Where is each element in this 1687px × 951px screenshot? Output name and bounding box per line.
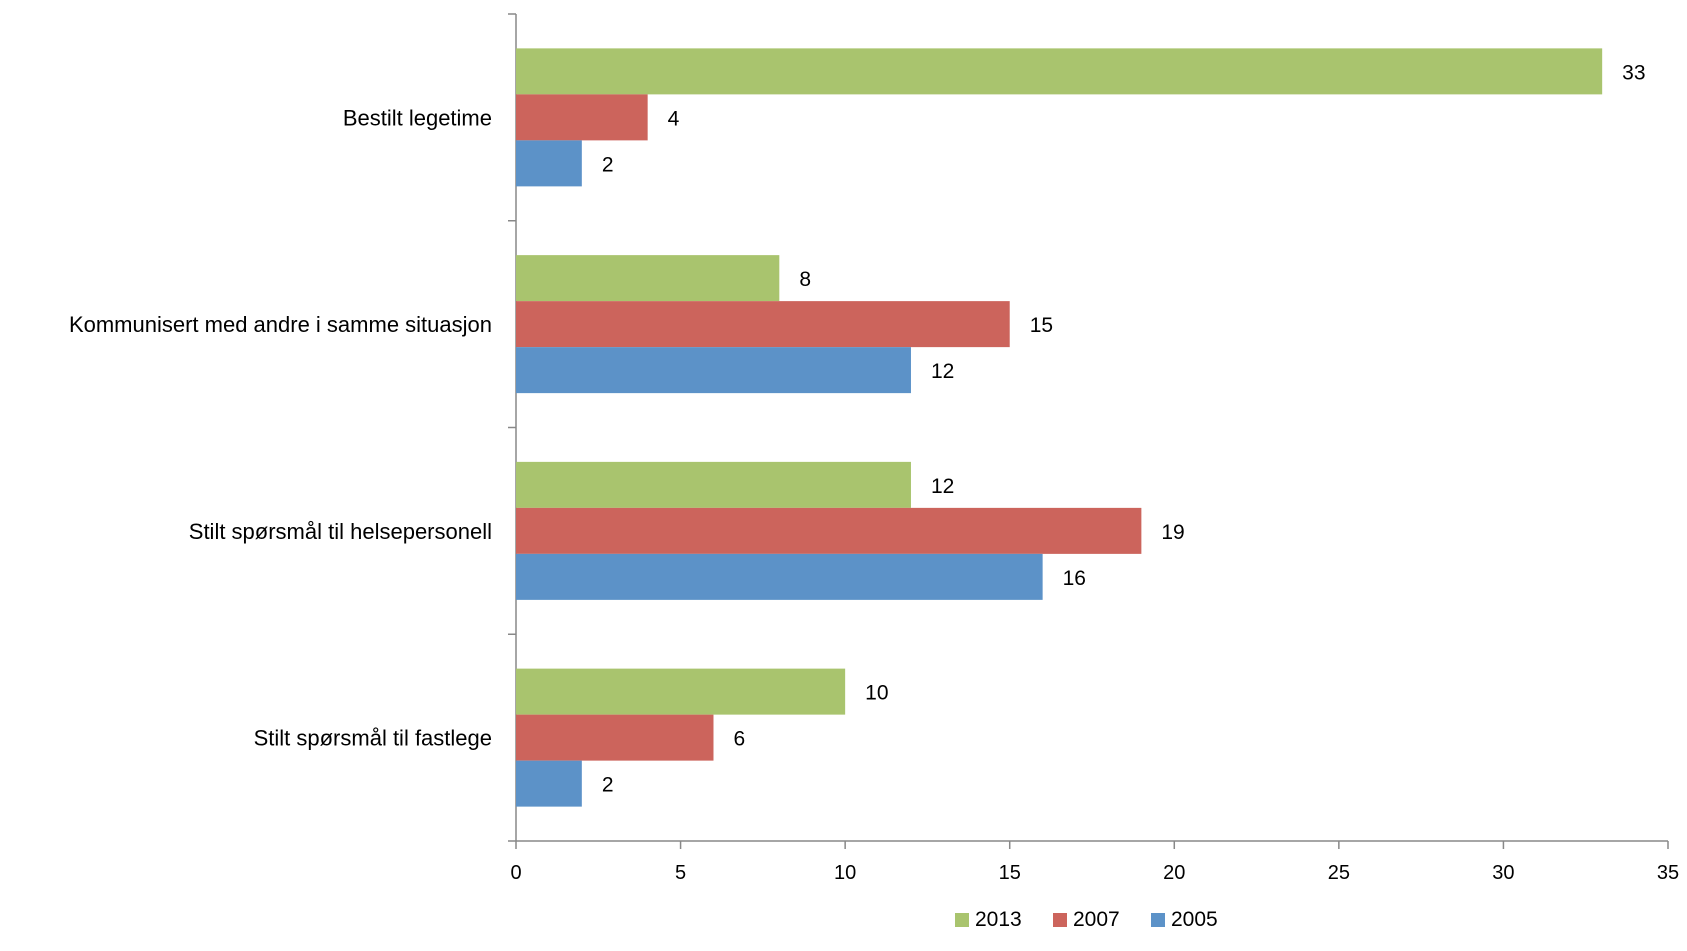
category-labels: Bestilt legetime Kommunisert med andre i …	[69, 105, 492, 750]
x-tick-label-25: 25	[1328, 862, 1350, 884]
bar-bestilt-legetime-2007	[516, 94, 648, 141]
legend-swatch-2007	[1053, 913, 1067, 927]
data-label-bestilt-legetime-2005: 2	[602, 153, 614, 176]
x-tick-label-0: 0	[510, 862, 521, 884]
x-tick-label-15: 15	[999, 862, 1021, 884]
data-label-kommunisert-med-andre-i-samme-situasjon-2005: 12	[931, 360, 954, 383]
category-label-bestilt-legetime: Bestilt legetime	[343, 105, 492, 130]
legend: 2013 2007 2005	[955, 908, 1218, 931]
x-tick-label-30: 30	[1492, 862, 1514, 884]
category-label-stilt-sp-rsma-l-til-helsepersonell: Stilt spørsmål til helsepersonell	[189, 519, 492, 544]
data-label-stilt-sp-rsma-l-til-helsepersonell-2007: 19	[1161, 521, 1184, 544]
bar-stilt-sp-rsma-l-til-fastlege-2005	[516, 760, 582, 807]
data-label-kommunisert-med-andre-i-samme-situasjon-2007: 15	[1030, 314, 1053, 337]
legend-label-2005: 2005	[1171, 908, 1218, 931]
bar-stilt-sp-rsma-l-til-fastlege-2013	[516, 668, 846, 715]
data-label-stilt-sp-rsma-l-til-fastlege-2005: 2	[602, 774, 614, 797]
data-label-bestilt-legetime-2013: 33	[1622, 61, 1645, 84]
bar-kommunisert-med-andre-i-samme-situasjon-2013	[516, 255, 780, 302]
category-label-stilt-sp-rsma-l-til-fastlege: Stilt spørsmål til fastlege	[254, 726, 492, 751]
x-tick-labels: 0 5 10 15 20 25 30 35	[510, 862, 1679, 884]
data-label-stilt-sp-rsma-l-til-helsepersonell-2013: 12	[931, 475, 954, 498]
data-label-bestilt-legetime-2007: 4	[668, 107, 680, 130]
legend-swatch-2013	[955, 913, 969, 927]
data-label-stilt-sp-rsma-l-til-fastlege-2007: 6	[733, 728, 745, 751]
bar-bestilt-legetime-2013	[516, 48, 1603, 95]
data-label-kommunisert-med-andre-i-samme-situasjon-2013: 8	[799, 268, 811, 291]
bar-stilt-sp-rsma-l-til-helsepersonell-2013	[516, 461, 911, 508]
bar-stilt-sp-rsma-l-til-helsepersonell-2007	[516, 507, 1142, 554]
data-labels: 33 4 2 8 15 12 12 19 16 10 6 2	[602, 61, 1646, 796]
data-label-stilt-sp-rsma-l-til-fastlege-2013: 10	[865, 682, 888, 705]
x-tick-label-5: 5	[675, 862, 686, 884]
bar-stilt-sp-rsma-l-til-fastlege-2007	[516, 714, 714, 761]
bar-kommunisert-med-andre-i-samme-situasjon-2007	[516, 301, 1010, 348]
bar-stilt-sp-rsma-l-til-helsepersonell-2005	[516, 553, 1043, 600]
data-label-stilt-sp-rsma-l-til-helsepersonell-2005: 16	[1063, 567, 1086, 590]
legend-label-2007: 2007	[1073, 908, 1120, 931]
bar-bestilt-legetime-2005	[516, 140, 582, 187]
category-label-kommunisert-med-andre-i-samme-situasjon: Kommunisert med andre i samme situasjon	[69, 312, 492, 337]
legend-swatch-2005	[1151, 913, 1165, 927]
bars	[516, 48, 1603, 807]
bar-kommunisert-med-andre-i-samme-situasjon-2005	[516, 347, 911, 394]
x-tick-label-10: 10	[834, 862, 856, 884]
x-tick-label-35: 35	[1657, 862, 1679, 884]
x-tick-label-20: 20	[1163, 862, 1185, 884]
legend-label-2013: 2013	[975, 908, 1022, 931]
